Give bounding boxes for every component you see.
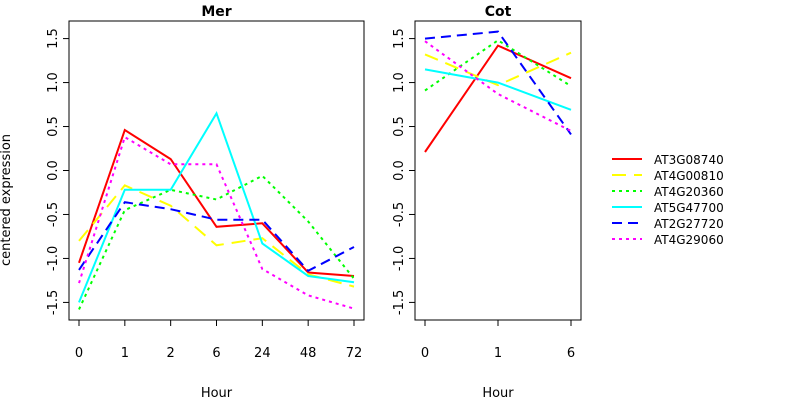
legend-label: AT2G27720 bbox=[654, 217, 724, 231]
y-tick-label: 1.5 bbox=[46, 28, 61, 49]
y-tick-label: 1.5 bbox=[392, 28, 407, 49]
y-tick-label: -1.5 bbox=[392, 290, 407, 315]
series-line-at2g27720 bbox=[424, 30, 572, 135]
legend-item: AT4G29060 bbox=[612, 233, 724, 247]
x-tick-label: 2 bbox=[167, 346, 175, 361]
series-line-at5g47700 bbox=[78, 110, 355, 303]
x-tick-label: 6 bbox=[567, 346, 575, 361]
y-tick-label: -1.0 bbox=[46, 246, 61, 271]
series-line-at4g00810 bbox=[78, 184, 355, 288]
legend-label: AT5G47700 bbox=[654, 201, 724, 215]
y-axis-label: centered expression bbox=[0, 134, 14, 266]
plot-frame bbox=[68, 20, 365, 321]
x-tick-label: 0 bbox=[75, 346, 83, 361]
y-tick-label: -0.5 bbox=[46, 202, 61, 227]
x-tick-label: 0 bbox=[421, 346, 429, 361]
legend-item: AT3G08740 bbox=[612, 153, 724, 167]
panel-cot: Cot -1.5 -1.0 -0.5 0.0 0.5 1.0 1.5 0 1 6 Hour bbox=[392, 4, 582, 400]
y-tick-label: 0.5 bbox=[46, 116, 61, 137]
y-tick-label: 0.0 bbox=[46, 160, 61, 181]
x-axis-label: Hour bbox=[482, 386, 514, 400]
legend-item: AT5G47700 bbox=[612, 201, 724, 215]
x-tick-label: 48 bbox=[300, 346, 317, 361]
y-tick-label: 0.5 bbox=[392, 116, 407, 137]
legend-label: AT3G08740 bbox=[654, 153, 724, 167]
series-line-at4g20360 bbox=[78, 174, 355, 310]
panels: Mer -1.5 -1.0 -0.5 0.0 0.5 1.0 1.5 0 1 2 6 24 48 72 Hou… bbox=[46, 4, 582, 400]
y-tick-label: -0.5 bbox=[392, 202, 407, 227]
series-line-at4g29060 bbox=[78, 135, 355, 310]
legend-item: AT4G00810 bbox=[612, 169, 724, 183]
chart-title: Cot bbox=[485, 4, 512, 20]
x-axis-label: Hour bbox=[201, 386, 233, 400]
legend-item: AT2G27720 bbox=[612, 217, 724, 231]
series-line-at5g47700 bbox=[424, 68, 572, 111]
y-tick-label: 1.0 bbox=[392, 72, 407, 93]
x-tick-label: 24 bbox=[254, 346, 271, 361]
series-line-at4g29060 bbox=[424, 40, 572, 132]
legend: AT3G08740 AT4G00810 AT4G20360 AT5G47700 AT2G… bbox=[612, 153, 724, 247]
y-tick-label: 0.0 bbox=[392, 160, 407, 181]
series-line-at3g08740 bbox=[424, 44, 572, 153]
x-tick-label: 72 bbox=[346, 346, 363, 361]
plot-frame bbox=[414, 20, 582, 321]
legend-label: AT4G20360 bbox=[654, 185, 724, 199]
chart-title: Mer bbox=[201, 4, 231, 20]
panel-mer: Mer -1.5 -1.0 -0.5 0.0 0.5 1.0 1.5 0 1 2 6 24 48 72 Hou… bbox=[46, 4, 365, 400]
legend-label: AT4G00810 bbox=[654, 169, 724, 183]
legend-item: AT4G20360 bbox=[612, 185, 724, 199]
y-tick-label: -1.5 bbox=[46, 290, 61, 315]
legend-label: AT4G29060 bbox=[654, 233, 724, 247]
x-tick-label: 1 bbox=[494, 346, 502, 361]
x-tick-label: 1 bbox=[121, 346, 129, 361]
series-line-at4g00810 bbox=[424, 51, 572, 87]
series-line-at2g27720 bbox=[78, 201, 355, 273]
y-tick-label: 1.0 bbox=[46, 72, 61, 93]
series-line-at3g08740 bbox=[78, 128, 355, 277]
x-tick-label: 6 bbox=[212, 346, 220, 361]
y-tick-label: -1.0 bbox=[392, 246, 407, 271]
